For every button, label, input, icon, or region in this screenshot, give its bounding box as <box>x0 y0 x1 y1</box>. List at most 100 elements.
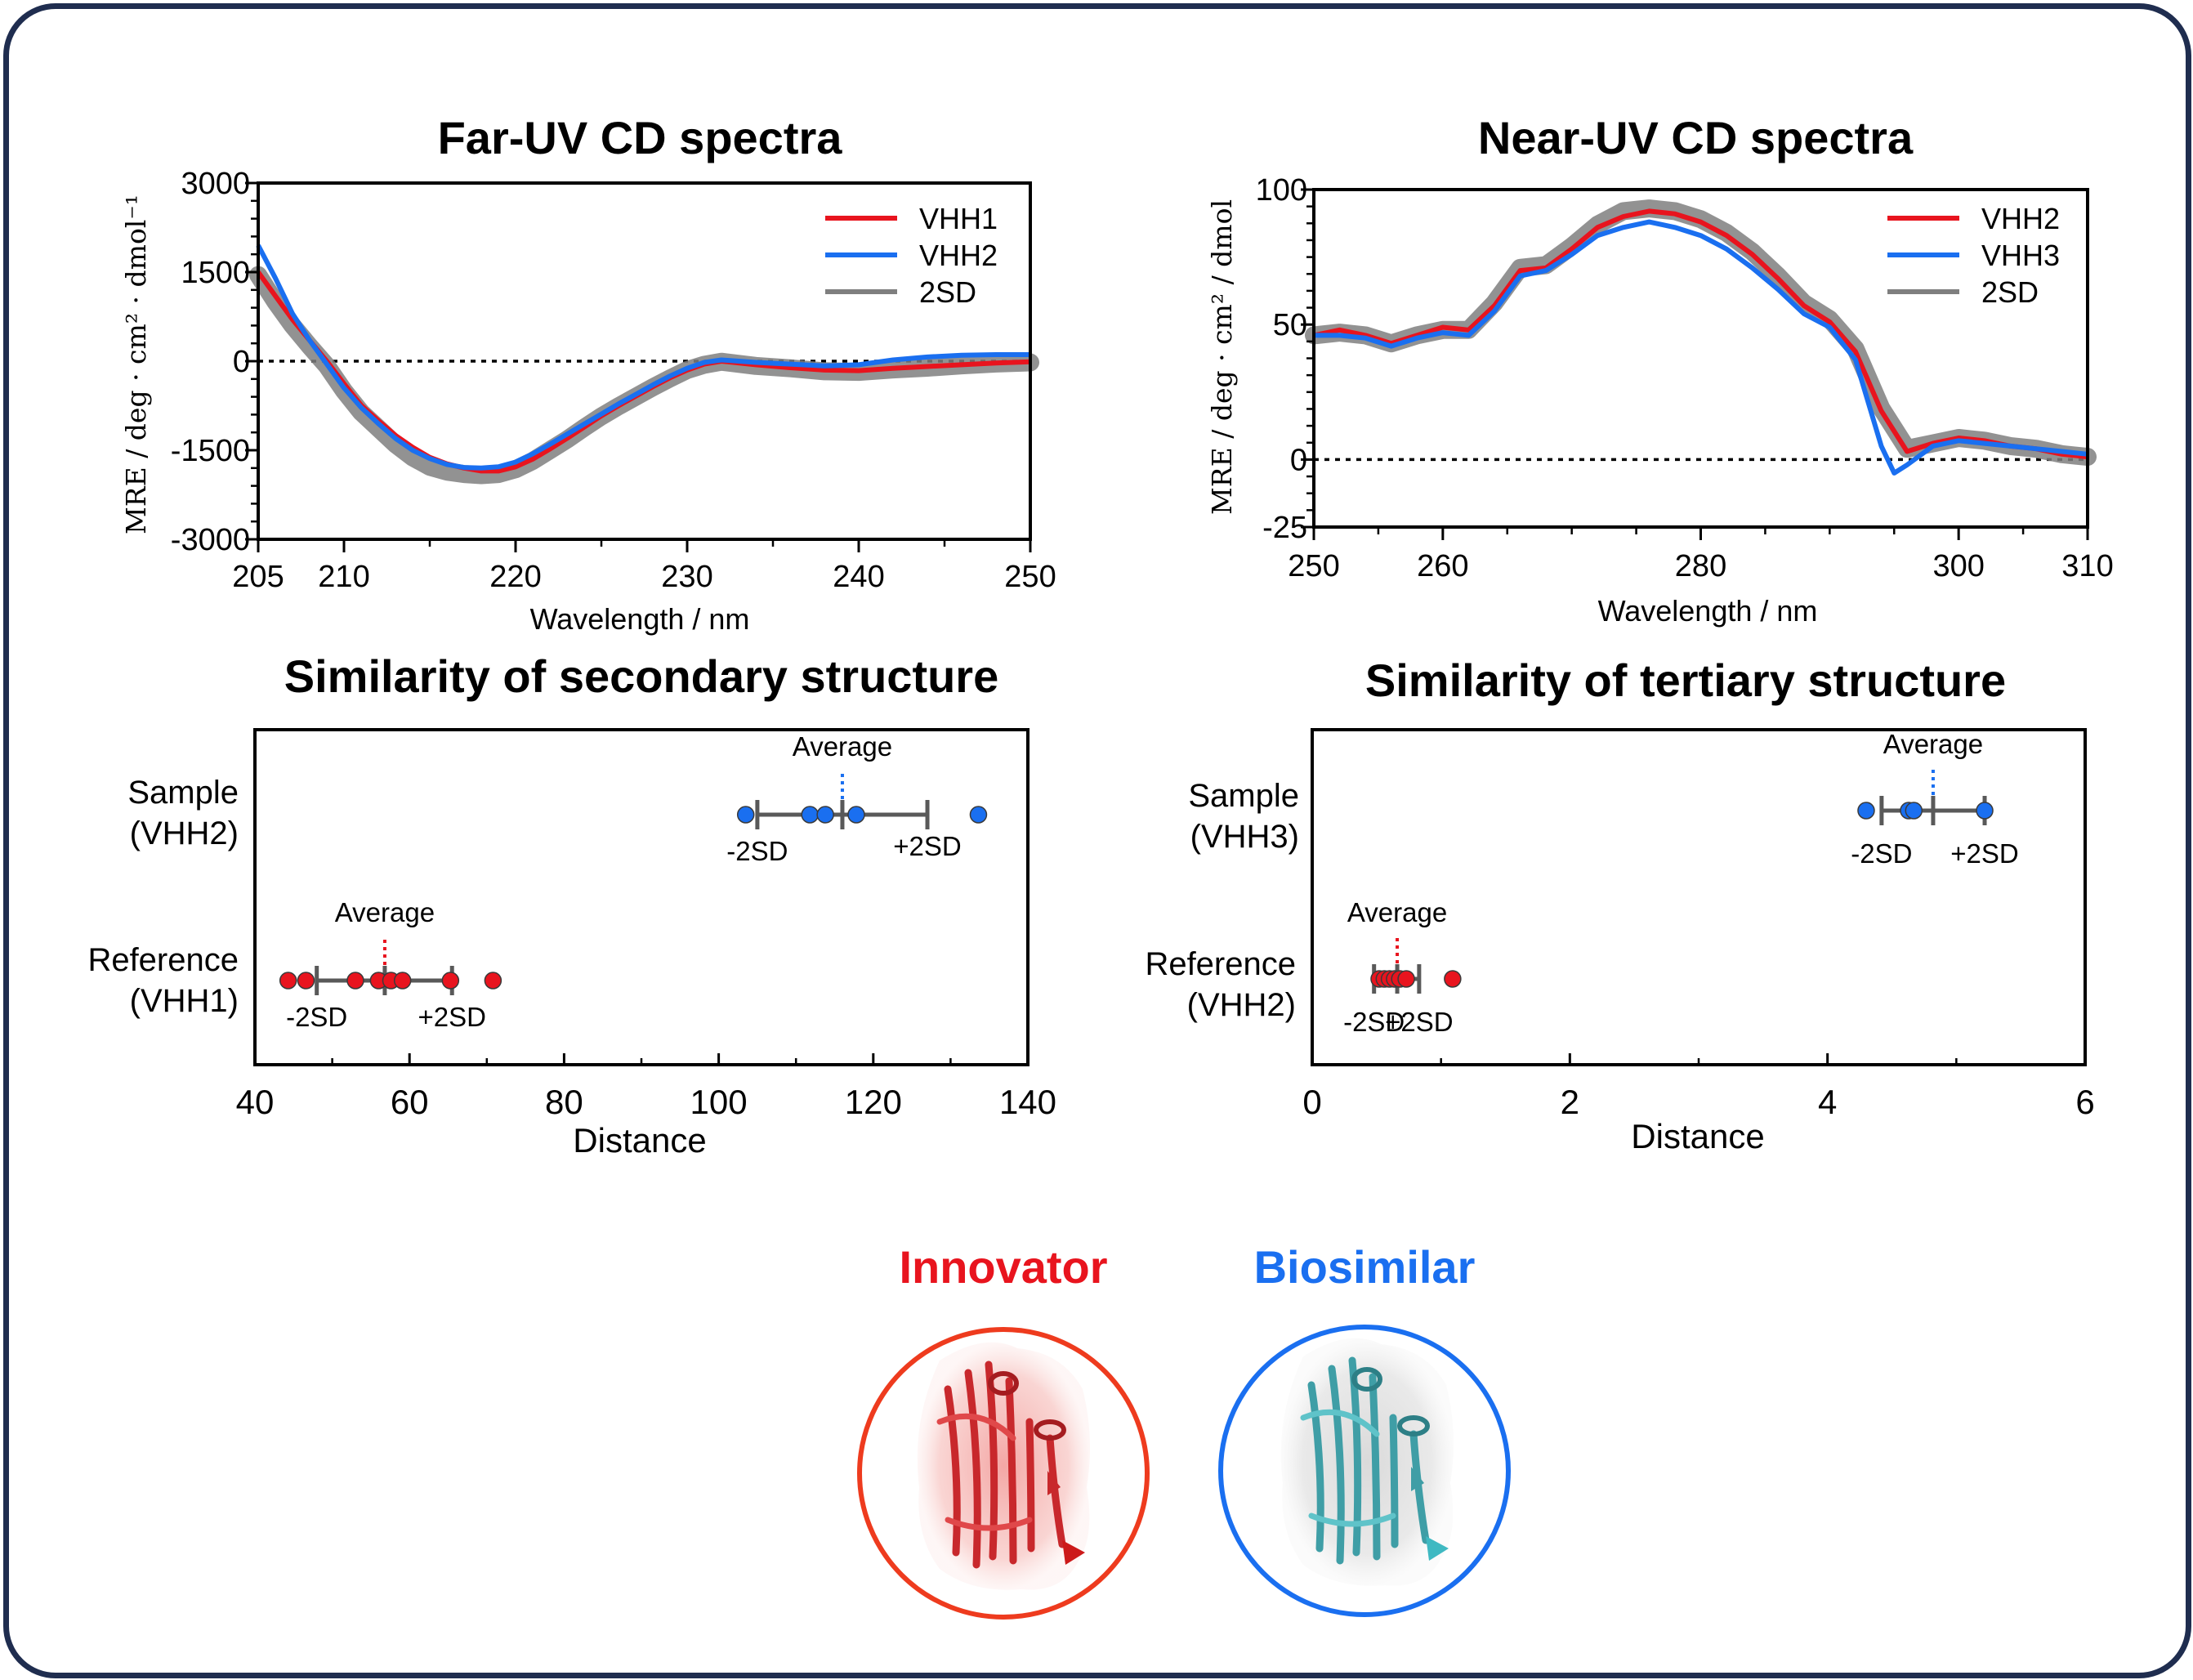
average-label: Average <box>1347 897 1447 927</box>
data-point <box>1397 970 1415 988</box>
x-tick-label: 220 <box>489 560 541 594</box>
x-tick-label: 60 <box>391 1083 429 1121</box>
y-tick-label: -1500 <box>171 434 250 468</box>
data-point <box>1444 970 1462 988</box>
tertiary-sample-label-2: (VHH3) <box>1190 819 1299 855</box>
legend-label-vhh1: VHH1 <box>919 202 998 235</box>
data-point <box>1976 802 1994 820</box>
minus-2sd-label: -2SD <box>726 836 788 866</box>
near-uv-x-label: Wavelength / nm <box>1598 594 1818 628</box>
average-label: Average <box>335 897 435 927</box>
x-tick-label: 250 <box>1288 549 1339 583</box>
legend-label-vhh2: VHH2 <box>919 239 998 272</box>
x-tick-label: 260 <box>1417 549 1468 583</box>
plus-2sd-label: +2SD <box>418 1002 485 1032</box>
data-point <box>279 972 297 990</box>
tertiary-structure-chart: Similarity of tertiary structure Distanc… <box>1145 655 2094 1155</box>
minus-2sd-label: -2SD <box>1343 1007 1405 1037</box>
biosimilar-protein-image <box>1218 1325 1511 1617</box>
x-tick-label: 100 <box>690 1083 748 1121</box>
legend-label-vhh2: VHH2 <box>1981 202 2060 235</box>
x-tick-label: 310 <box>2061 549 2113 583</box>
y-tick-label: 0 <box>1290 443 1307 477</box>
data-point <box>847 806 865 824</box>
data-point <box>1857 802 1875 820</box>
x-tick-label: 300 <box>1932 549 1984 583</box>
far-uv-title: Far-UV CD spectra <box>438 112 843 163</box>
secondary-sample-label-1: Sample <box>127 775 239 811</box>
x-tick-label: 2 <box>1561 1083 1579 1121</box>
x-tick-label: 40 <box>236 1083 275 1121</box>
secondary-reference-label-2: (VHH1) <box>130 983 239 1019</box>
near-uv-plot-area <box>1301 188 2097 540</box>
biosimilar-surface <box>1280 1338 1454 1586</box>
tertiary-sample-label-1: Sample <box>1188 778 1299 814</box>
legend-label-2sd: 2SD <box>919 275 976 309</box>
data-point <box>801 806 819 824</box>
x-tick-label: 280 <box>1675 549 1726 583</box>
innovator-helix <box>988 1371 1019 1396</box>
data-point <box>346 972 364 990</box>
data-point <box>1905 802 1923 820</box>
y-tick-label: 1500 <box>181 256 250 290</box>
near-uv-chart: Near-UV CD spectra MRE / deg · cm² / dmo… <box>1206 112 2114 628</box>
secondary-title: Similarity of secondary structure <box>284 650 999 702</box>
secondary-reference-label-1: Reference <box>87 942 239 978</box>
y-tick-label: -3000 <box>171 523 250 557</box>
plot-frame <box>1312 188 2089 529</box>
x-tick-label: 120 <box>845 1083 902 1121</box>
far-uv-tick-labels: 205 210 220 230 240 250 3000 1500 0 -1500 -3000 <box>171 167 1056 594</box>
tertiary-x-label: Distance <box>1631 1117 1764 1155</box>
innovator-helix-2 <box>1034 1419 1066 1441</box>
data-point <box>441 972 460 990</box>
series-line-vhh2 <box>1313 208 2088 460</box>
innovator-label: Innovator <box>899 1241 1107 1293</box>
y-tick-label: 100 <box>1256 173 1307 208</box>
y-tick-label: 0 <box>233 345 250 379</box>
far-uv-y-label: MRE / deg · cm² · dmol⁻¹ <box>120 194 152 534</box>
average-label: Average <box>1883 729 1983 759</box>
far-uv-plot-area <box>245 181 1039 552</box>
innovator-surface <box>917 1342 1090 1590</box>
far-uv-chart: Far-UV CD spectra MRE / deg · cm² · dmol… <box>120 112 1056 636</box>
x-tick-label: 4 <box>1818 1083 1837 1121</box>
structure-comparison: Innovator Biosimilar <box>857 1241 1511 1620</box>
secondary-x-label: Distance <box>573 1121 706 1159</box>
tertiary-title: Similarity of tertiary structure <box>1365 655 2006 706</box>
biosimilar-helix <box>1351 1367 1382 1392</box>
data-point <box>969 806 988 824</box>
innovator-ribbons <box>936 1361 1066 1569</box>
x-tick-label: 240 <box>833 560 884 594</box>
x-tick-label: 140 <box>999 1083 1056 1121</box>
x-tick-label: 210 <box>318 560 369 594</box>
innovator-protein-image <box>857 1327 1150 1620</box>
biosimilar-helix-2 <box>1397 1415 1430 1436</box>
y-tick-label: 3000 <box>181 167 250 201</box>
far-uv-x-label: Wavelength / nm <box>530 602 750 636</box>
near-uv-y-label: MRE / deg · cm² / dmol <box>1206 199 1238 515</box>
biosimilar-ribbons <box>1300 1356 1430 1565</box>
plus-2sd-label: +2SD <box>1950 838 2018 869</box>
plus-2sd-label: +2SD <box>893 831 961 861</box>
secondary-structure-chart: Similarity of secondary structure Distan… <box>87 650 1056 1159</box>
near-uv-legend: VHH2 VHH3 2SD <box>1887 202 2060 309</box>
data-point <box>736 806 755 824</box>
series-line-2sd <box>249 266 1039 485</box>
far-uv-legend: VHH1 VHH2 2SD <box>825 202 998 309</box>
data-point <box>484 972 502 990</box>
series-line-vhh3 <box>1314 219 2088 476</box>
average-label: Average <box>793 731 892 762</box>
secondary-sample-label-2: (VHH2) <box>130 815 239 851</box>
near-uv-title: Near-UV CD spectra <box>1478 112 1914 163</box>
x-tick-label: 205 <box>232 560 284 594</box>
y-tick-label: -25 <box>1262 511 1307 545</box>
plus-2sd-label: +2SD <box>1385 1007 1453 1037</box>
tertiary-plot-area <box>1311 728 2087 1066</box>
minus-2sd-label: -2SD <box>1851 838 1912 869</box>
x-tick-label: 230 <box>661 560 712 594</box>
innovator-arrow <box>1047 1471 1061 1495</box>
x-tick-label: 6 <box>2075 1083 2094 1121</box>
x-tick-label: 250 <box>1004 560 1056 594</box>
innovator-arrow-2 <box>1062 1540 1085 1565</box>
